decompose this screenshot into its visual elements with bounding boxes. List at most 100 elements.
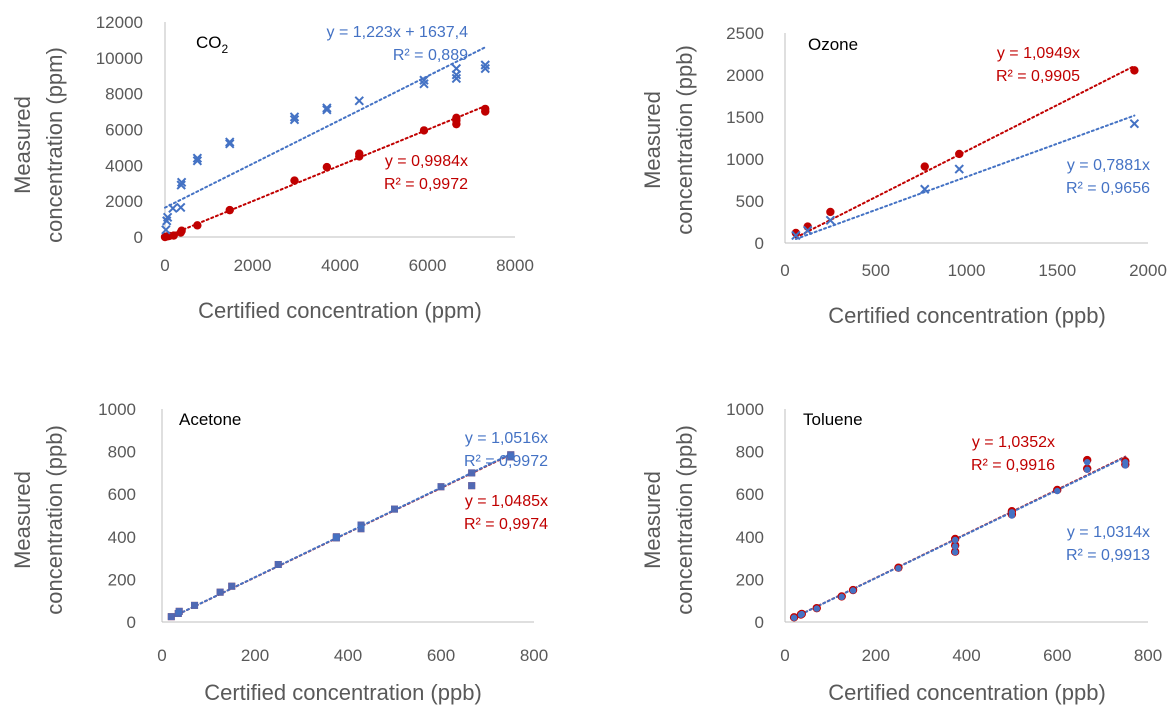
data-point xyxy=(176,177,187,188)
data-point xyxy=(802,225,813,236)
y-tick-label: 400 xyxy=(736,528,764,547)
x-tick-label: 600 xyxy=(427,646,455,665)
panel-title-text: Toluene xyxy=(803,410,863,429)
x-tick-label: 8000 xyxy=(496,256,534,275)
y-axis-title: concentration (ppb) xyxy=(672,45,697,235)
x-tick-label: 0 xyxy=(780,646,789,665)
x-tick-label: 400 xyxy=(334,646,362,665)
data-point xyxy=(355,149,364,158)
trendline-equation-label: R² = 0,9916 xyxy=(971,457,1055,474)
data-point xyxy=(480,63,490,74)
data-point xyxy=(1083,466,1091,473)
data-point xyxy=(1122,459,1129,466)
data-point xyxy=(168,203,178,214)
x-axis-title: Certified concentration (ppb) xyxy=(828,303,1106,328)
trendline xyxy=(164,46,487,209)
y-tick-label: 800 xyxy=(736,443,764,462)
data-point xyxy=(951,548,959,556)
trendline-equation-label: R² = 0,9905 xyxy=(996,68,1080,85)
data-point xyxy=(437,483,445,491)
y-axis-title: Measured xyxy=(10,96,35,194)
data-point xyxy=(1129,119,1140,129)
data-point xyxy=(192,153,203,163)
data-point xyxy=(322,103,332,113)
data-point xyxy=(191,601,199,609)
data-point xyxy=(452,113,461,123)
panel-title-text: Ozone xyxy=(808,35,858,54)
data-point xyxy=(225,137,235,147)
ozone-chart-panel: 0 500 1000 1500 2000 2500 0 500 1000 1500 2000 Cert… xyxy=(640,24,1167,328)
data-point xyxy=(225,139,235,149)
x-tick-label: 0 xyxy=(780,261,789,280)
data-point xyxy=(954,164,964,174)
trendline-equation-label: R² = 0,9974 xyxy=(464,516,548,533)
trendline-equation-label: R² = 0,9972 xyxy=(464,453,548,470)
data-point xyxy=(468,482,476,490)
y-tick-label: 8000 xyxy=(105,85,143,104)
panel-title-text: CO xyxy=(196,33,222,52)
data-point xyxy=(228,582,236,590)
y-tick-label: 1000 xyxy=(726,150,764,169)
trendline-equation-label: y = 1,0485x xyxy=(465,493,548,510)
data-point xyxy=(357,525,365,533)
y-tick-label: 1000 xyxy=(726,400,764,419)
x-axis-title: Certified concentration (ppb) xyxy=(828,680,1106,705)
y-tick-label: 500 xyxy=(736,192,764,211)
y-tick-label: 600 xyxy=(736,485,764,504)
data-point xyxy=(838,593,845,601)
data-point xyxy=(955,149,964,159)
y-tick-label: 1500 xyxy=(726,108,764,127)
x-tick-label: 0 xyxy=(160,256,169,275)
x-tick-label: 200 xyxy=(862,646,890,665)
trendline-equation-label: y = 0,7881x xyxy=(1067,157,1150,174)
y-tick-label: 0 xyxy=(127,613,136,632)
data-point xyxy=(451,73,462,84)
trendline xyxy=(794,64,1136,239)
data-point xyxy=(161,225,171,235)
data-point xyxy=(162,212,173,222)
data-point xyxy=(354,96,364,106)
x-tick-label: 500 xyxy=(862,261,890,280)
y-tick-label: 2000 xyxy=(726,66,764,85)
data-point xyxy=(176,180,186,190)
data-point xyxy=(322,162,332,172)
data-point xyxy=(225,205,234,215)
x-tick-label: 800 xyxy=(1134,646,1162,665)
data-point xyxy=(216,588,224,596)
trendline-equation-label: y = 1,0949x xyxy=(997,45,1080,62)
x-tick-label: 0 xyxy=(157,646,166,665)
y-tick-label: 400 xyxy=(108,528,136,547)
trendline xyxy=(794,114,1136,241)
data-point xyxy=(419,126,429,135)
y-axis-title: Measured xyxy=(640,471,665,569)
y-tick-label: 0 xyxy=(755,234,764,253)
y-tick-label: 6000 xyxy=(105,121,143,140)
y-axis-title: Measured xyxy=(640,91,665,189)
trendline-equation-label: R² = 0,889 xyxy=(393,47,468,64)
data-point xyxy=(419,75,429,85)
data-point xyxy=(849,587,857,594)
y-tick-label: 200 xyxy=(108,570,136,589)
data-point xyxy=(825,215,836,226)
data-point xyxy=(322,105,332,115)
data-point xyxy=(920,184,930,194)
y-tick-label: 800 xyxy=(108,443,136,462)
x-axis-title: Certified concentration (ppb) xyxy=(204,680,482,705)
data-point xyxy=(193,221,202,230)
x-tick-label: 1500 xyxy=(1038,261,1076,280)
x-tick-label: 600 xyxy=(1043,646,1071,665)
y-axis-title: concentration (ppm) xyxy=(42,47,67,243)
data-point xyxy=(481,104,490,114)
trendline-equation-label: y = 1,0516x xyxy=(465,430,548,447)
data-point xyxy=(192,156,203,166)
trendline-equation-label: y = 1,223x + 1637,4 xyxy=(327,24,469,41)
y-tick-label: 2500 xyxy=(726,24,764,43)
y-axis-title: concentration (ppb) xyxy=(672,425,697,615)
co2-chart-panel: 0 2000 4000 6000 8000 10000 12000 0 2000 4000 6000… xyxy=(10,13,534,323)
x-tick-label: 4000 xyxy=(321,256,359,275)
panel-title-text: Acetone xyxy=(179,410,241,429)
panel-title: Toluene xyxy=(803,410,863,429)
data-point xyxy=(169,231,178,240)
y-tick-label: 2000 xyxy=(105,192,143,211)
x-tick-label: 2000 xyxy=(1129,261,1167,280)
